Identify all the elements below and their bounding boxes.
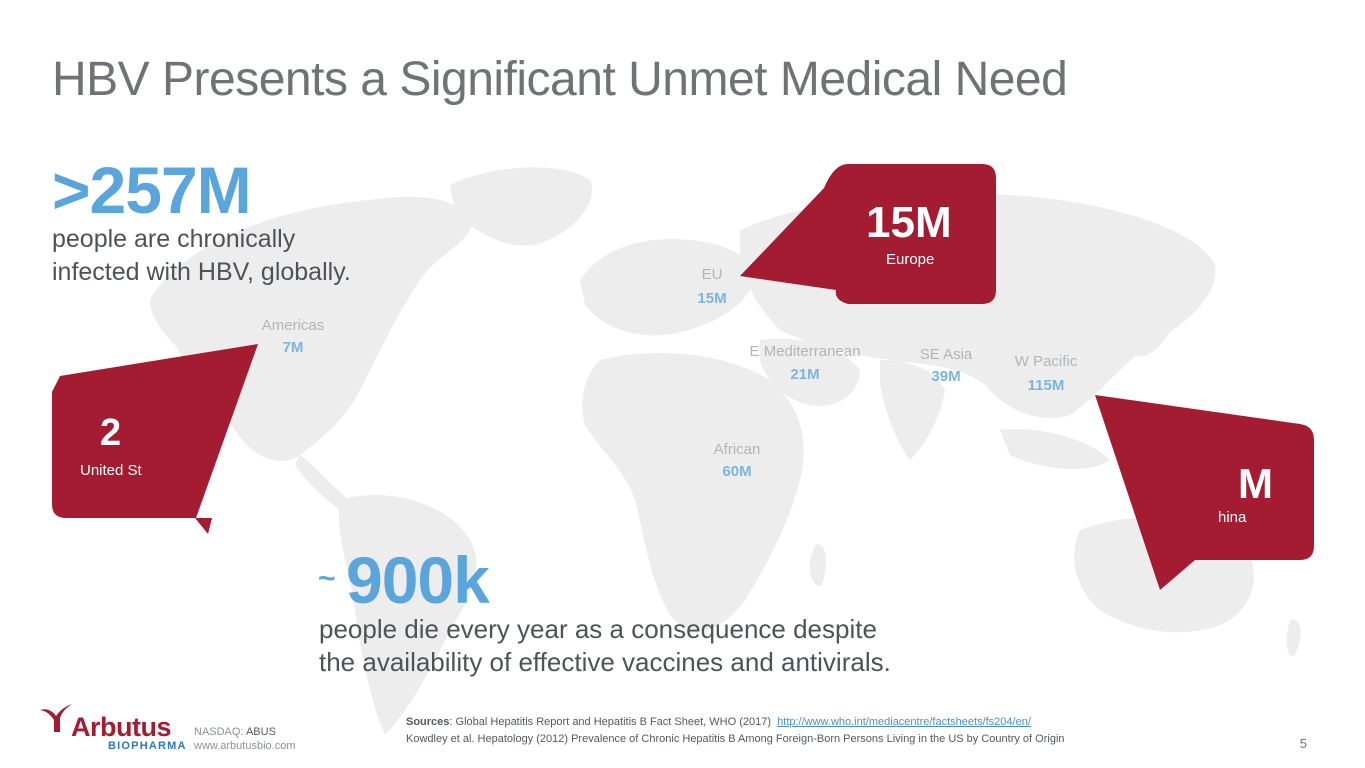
nasdaq-prefix: NASDAQ: <box>194 726 244 738</box>
logo-subtitle: BIOPHARMA <box>108 740 187 752</box>
region-name-se-asia: SE Asia <box>919 346 973 363</box>
deaths-value: 900k <box>346 543 490 617</box>
who-factsheet-link[interactable]: http://www.who.int/mediacentre/factsheet… <box>777 716 1031 728</box>
global-infected-value: >257M <box>52 153 252 227</box>
sources-label: Sources <box>406 716 450 728</box>
us-callout-shape <box>52 344 258 534</box>
us-callout-value: 2 <box>100 412 122 454</box>
china-callout-shape <box>1095 395 1314 590</box>
europe-callout-value: 15M <box>866 198 952 247</box>
map-india <box>880 360 945 460</box>
global-infected-text-line1: people are chronically <box>52 225 296 253</box>
deaths-text-line1: people die every year as a consequence d… <box>319 614 877 644</box>
china-callout-value: M <box>1238 460 1273 507</box>
arbutus-logo-mark <box>40 704 72 732</box>
map-japan <box>1135 299 1172 357</box>
map-new-zealand <box>1286 619 1301 656</box>
region-name-w-pacific: W Pacific <box>1014 353 1078 370</box>
map-south-america <box>338 494 477 735</box>
europe-callout-label: Europe <box>886 251 935 268</box>
map-africa <box>582 352 804 631</box>
source-line-1: Sources: Global Hepatitis Report and Hep… <box>406 716 1031 728</box>
region-value-se-asia: 39M <box>931 368 961 385</box>
source-1-text: : Global Hepatitis Report and Hepatitis … <box>449 716 772 728</box>
map-greenland <box>450 167 592 246</box>
page-number: 5 <box>1299 736 1307 751</box>
us-callout-label: United St <box>80 462 142 479</box>
region-value-americas: 7M <box>282 339 304 356</box>
nasdaq-ticker: ABUS <box>245 726 276 738</box>
region-name-african: African <box>713 441 761 458</box>
map-middle-east <box>760 338 860 406</box>
global-infected-text-line2: infected with HBV, globally. <box>52 258 351 286</box>
map-central-america <box>295 455 350 510</box>
region-name-eu: EU <box>701 266 723 283</box>
logo-name: Arbutus <box>71 712 172 742</box>
region-name-americas: Americas <box>261 317 325 334</box>
region-value-w-pacific: 115M <box>1027 377 1065 394</box>
map-europe <box>580 239 753 336</box>
nasdaq-label: NASDAQ: ABUS <box>194 726 276 738</box>
region-name-e-mediterranean: E Mediterranean <box>749 343 861 360</box>
website-text: www.arbutusbio.com <box>194 740 296 752</box>
region-value-e-mediterranean: 21M <box>790 366 820 383</box>
region-value-african: 60M <box>722 463 752 480</box>
map-madagascar <box>809 544 826 586</box>
region-value-eu: 15M <box>697 290 727 307</box>
europe-callout-shape <box>740 164 996 304</box>
map-se-asia <box>1000 429 1110 470</box>
china-callout-label: hina <box>1218 509 1247 526</box>
deaths-text-line2: the availability of effective vaccines a… <box>319 647 891 677</box>
deaths-prefix: ~ <box>318 562 336 595</box>
slide-title: HBV Presents a Significant Unmet Medical… <box>52 53 1068 106</box>
source-line-2: Kowdley et al. Hepatology (2012) Prevale… <box>406 733 1065 745</box>
